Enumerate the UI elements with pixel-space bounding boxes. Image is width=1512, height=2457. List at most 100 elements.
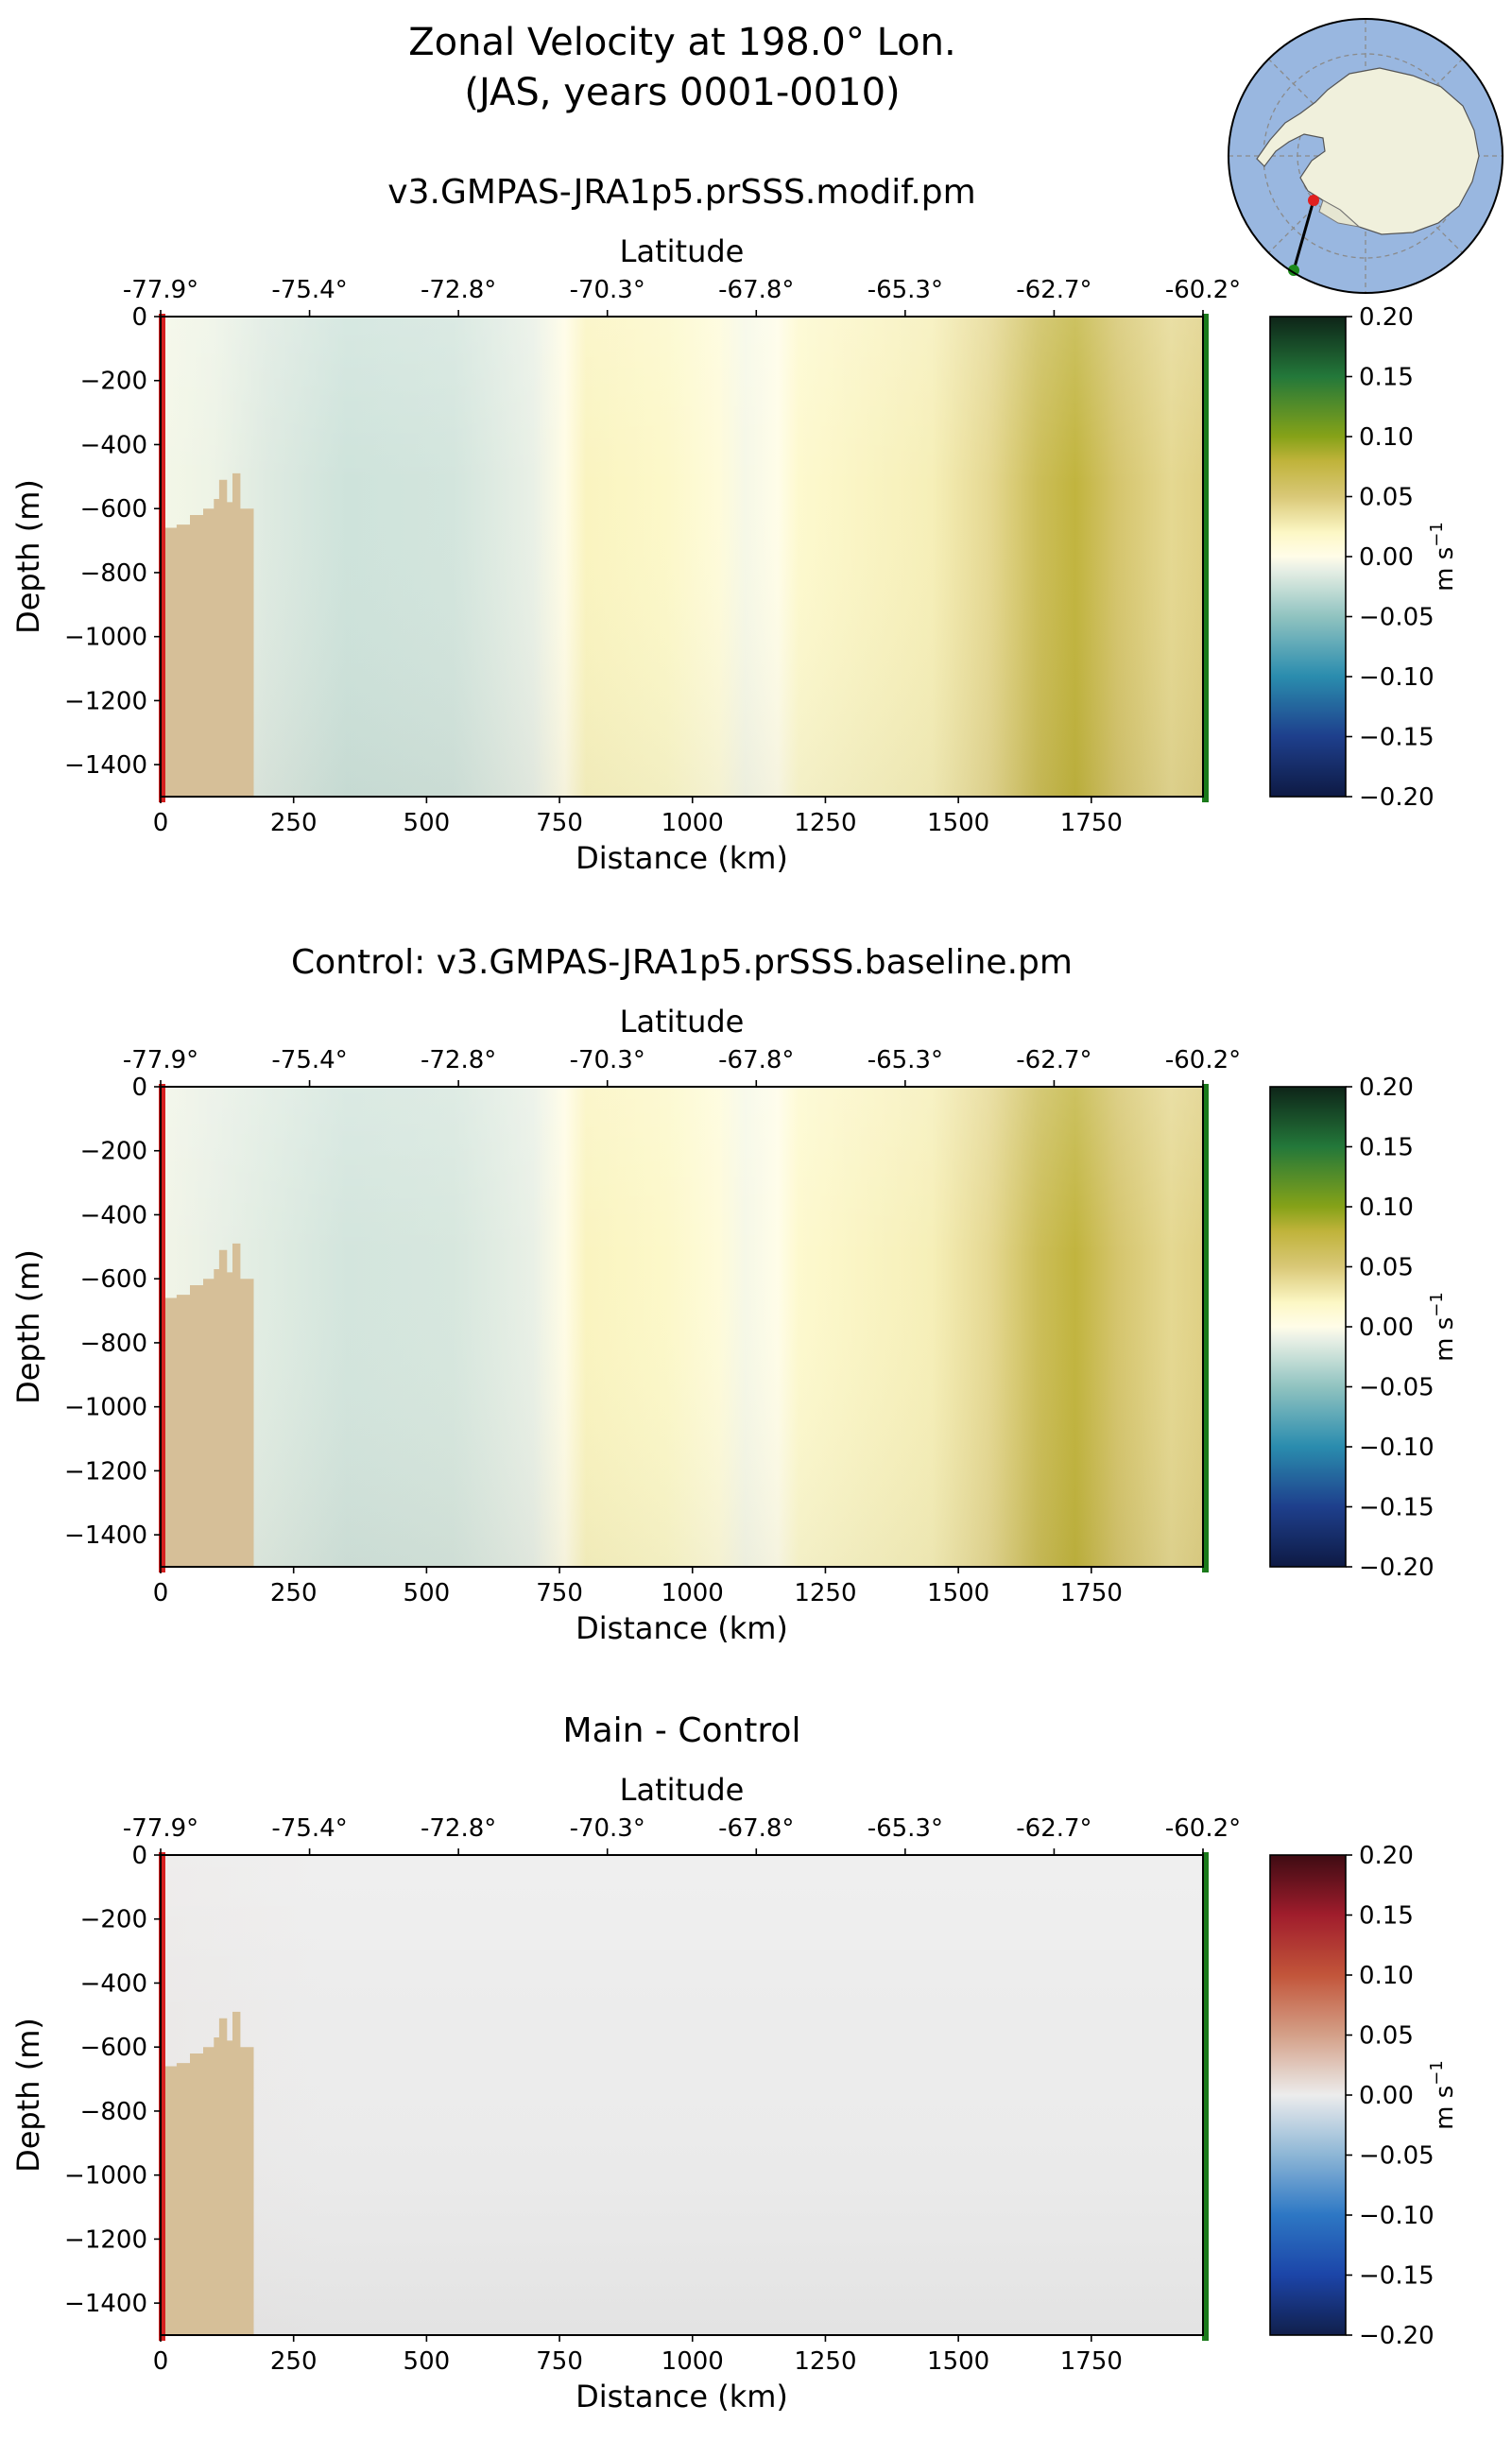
colorbar-units: m s−1	[1427, 1292, 1459, 1362]
ross-ice-shelf	[1318, 199, 1361, 228]
bathymetry-fill	[161, 2011, 254, 2335]
chart-panel-2: Control: v3.GMPAS-JRA1p5.prSSS.baseline.…	[10, 943, 1459, 1646]
colorbar-tick-label: 0.05	[1359, 1254, 1414, 1282]
colorbar-unit-exponent: −1	[1427, 2060, 1447, 2086]
colorbar-tick-label: 0.05	[1359, 484, 1414, 512]
colorbar-tick-label: 0.00	[1359, 543, 1414, 572]
axes-frame	[160, 316, 1204, 798]
latitude-tick-label: -75.4°	[271, 1814, 347, 1843]
panels: v3.GMPAS-JRA1p5.prSSS.modif.pm 0 250 500 750…	[10, 173, 1459, 2414]
x-tick-label: 1750	[1060, 809, 1123, 837]
colorbar-unit-base: m s	[1431, 547, 1459, 592]
colorbar-tick-label: 0.20	[1359, 303, 1414, 332]
colorbar-tick-label: −0.20	[1359, 783, 1435, 812]
x-tick-label: 1250	[794, 809, 856, 837]
latitude-tick-label: -67.8°	[718, 1814, 794, 1843]
transect-line	[1292, 199, 1315, 271]
colorbar-tick-label: −0.10	[1359, 1434, 1435, 1462]
colorbar-units: m s−1	[1427, 522, 1459, 592]
colorbar-tick-label: 0.15	[1359, 1902, 1414, 1931]
transect-end-bar	[1202, 1852, 1209, 2341]
colorbar-tick-label: −0.15	[1359, 2262, 1435, 2291]
latitude-tick-label: -65.3°	[868, 1814, 943, 1843]
x-tick-label: 1750	[1060, 1579, 1123, 1607]
colorbar	[1269, 1086, 1347, 1568]
colorbar-tick-label: −0.05	[1359, 604, 1435, 632]
y-tick-label: 0	[131, 1074, 147, 1102]
latitude-axis-label: Latitude	[620, 233, 745, 269]
latitude-tick-label: -72.8°	[421, 1046, 496, 1074]
y-tick-label: −1400	[64, 1521, 147, 1550]
panel-title: v3.GMPAS-JRA1p5.prSSS.modif.pm	[387, 173, 975, 212]
colorbar-tick-label: 0.15	[1359, 364, 1414, 392]
colorbar-tick-label: 0.10	[1359, 423, 1414, 452]
colorbar-tick-label: 0.00	[1359, 1314, 1414, 1342]
latitude-tick-label: -60.2°	[1165, 1814, 1241, 1843]
figure-title-line2: (JAS, years 0001-0010)	[464, 71, 900, 114]
y-tick-label: −600	[80, 495, 147, 524]
bathymetry-fill	[161, 1243, 254, 1567]
x-tick-label: 1250	[794, 2347, 856, 2376]
latitude-axis-label: Latitude	[620, 1004, 745, 1040]
transect-start-marker	[1308, 195, 1319, 206]
colorbar-tick-label: 0.15	[1359, 1134, 1414, 1162]
x-axis-label: Distance (km)	[576, 2379, 788, 2414]
latitude-tick-label: -67.8°	[718, 1046, 794, 1074]
y-tick-label: −400	[80, 431, 147, 459]
y-tick-label: −1000	[64, 1394, 147, 1422]
colorbar-tick-label: −0.15	[1359, 724, 1435, 752]
x-tick-label: 750	[536, 1579, 583, 1607]
x-tick-label: 500	[404, 2347, 451, 2376]
latitude-tick-label: -60.2°	[1165, 1046, 1241, 1074]
y-tick-label: −200	[80, 1138, 147, 1166]
colorbar-tick-label: 0.00	[1359, 2082, 1414, 2110]
axes-frame	[160, 1854, 1204, 2336]
figure-title-line1: Zonal Velocity at 198.0° Lon.	[408, 21, 955, 64]
latitude-tick-label: -77.9°	[123, 1046, 198, 1074]
y-tick-label: −800	[80, 559, 147, 588]
latitude-tick-label: -72.8°	[421, 276, 496, 304]
colorbar-unit-exponent: −1	[1427, 522, 1447, 547]
x-tick-label: 0	[153, 2347, 169, 2376]
y-tick-label: −600	[80, 1265, 147, 1294]
colorbar-tick-label: −0.20	[1359, 1554, 1435, 1582]
latitude-tick-label: -70.3°	[570, 1814, 645, 1843]
latitude-tick-label: -65.3°	[868, 1046, 943, 1074]
y-tick-label: −1000	[64, 624, 147, 652]
transect-start-bar	[159, 314, 165, 802]
colorbar-tick-label: −0.10	[1359, 663, 1435, 692]
transect-end-bar	[1202, 1084, 1209, 1572]
latitude-tick-label: -67.8°	[718, 276, 794, 304]
panel-title: Main - Control	[563, 1711, 801, 1750]
x-tick-label: 500	[404, 809, 451, 837]
inset-border	[1228, 18, 1503, 294]
transect-end-bar	[1202, 314, 1209, 802]
x-tick-label: 1500	[927, 1579, 989, 1607]
velocity-depth-shading	[161, 317, 1203, 797]
colorbar-tick-label: 0.20	[1359, 1842, 1414, 1870]
y-tick-label: −600	[80, 2034, 147, 2062]
latitude-tick-label: -70.3°	[570, 276, 645, 304]
colorbar-tick-label: 0.10	[1359, 1194, 1414, 1222]
y-tick-label: −800	[80, 1330, 147, 1358]
y-tick-label: −1400	[64, 2290, 147, 2318]
transect-end-marker	[1288, 265, 1299, 276]
colorbar-unit-exponent: −1	[1427, 1292, 1447, 1317]
colorbar-unit-base: m s	[1431, 2086, 1459, 2130]
latitude-tick-label: -75.4°	[271, 276, 347, 304]
colorbar-tick-label: −0.15	[1359, 1494, 1435, 1522]
colorbar	[1269, 1854, 1347, 2336]
y-tick-label: −800	[80, 2098, 147, 2126]
y-tick-label: −400	[80, 1969, 147, 1998]
y-tick-label: −400	[80, 1201, 147, 1229]
colorbar-tick-label: −0.10	[1359, 2202, 1435, 2230]
x-axis-label: Distance (km)	[576, 840, 788, 876]
x-tick-label: 1750	[1060, 2347, 1123, 2376]
bathymetry-fill	[161, 472, 254, 797]
y-axis-label: Depth (m)	[10, 479, 46, 634]
colorbar-tick-label: −0.20	[1359, 2322, 1435, 2350]
velocity-depth-shading	[161, 1855, 1203, 2335]
colorbar-tick-label: −0.05	[1359, 1374, 1435, 1402]
latitude-tick-label: -77.9°	[123, 1814, 198, 1843]
colorbar-tick-label: 0.05	[1359, 2022, 1414, 2051]
